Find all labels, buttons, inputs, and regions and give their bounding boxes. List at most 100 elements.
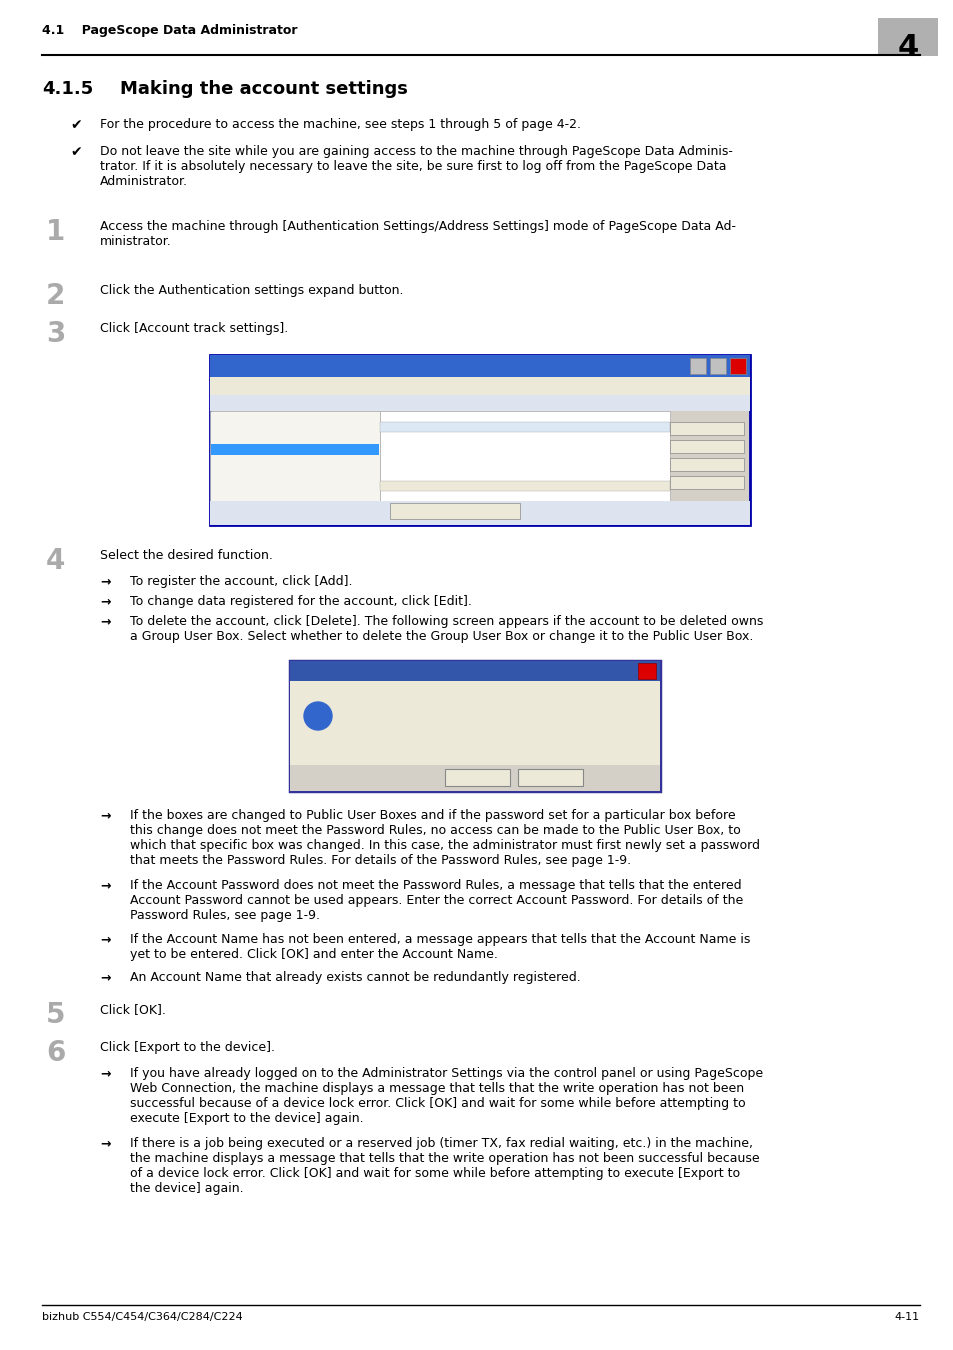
Text: User Operation Prohibition Settings: User Operation Prohibition Settings (222, 475, 333, 481)
Text: Click [Export to the device].: Click [Export to the device]. (100, 1041, 274, 1054)
Text: bizhub C554/C454/C364/C284/C224: bizhub C554/C454/C364/C284/C224 (42, 1312, 242, 1322)
Text: Account list:: Account list: (384, 413, 437, 423)
Bar (210, 355, 749, 377)
Text: ◉Change to Public User Box: ◉Change to Public User Box (341, 733, 460, 743)
Bar (729, 358, 745, 374)
Bar (210, 501, 749, 525)
Text: To change data registered for the account, click [Edit].: To change data registered for the accoun… (130, 595, 472, 608)
Bar (290, 765, 659, 791)
Text: Click the Authentication settings expand button.: Click the Authentication settings expand… (100, 284, 403, 297)
Text: Add...: Add... (698, 427, 716, 432)
Text: ✔: ✔ (70, 144, 82, 159)
Bar (379, 410, 669, 501)
Text: 4: 4 (897, 34, 918, 62)
Text: User authentication settings: User authentication settings (222, 455, 311, 460)
Text: Do you want to delete the selected items?: Do you want to delete the selected items… (341, 697, 549, 707)
Bar (444, 769, 510, 786)
Text: Access the machine through [Authentication Settings/Address Settings] mode of Pa: Access the machine through [Authenticati… (100, 220, 735, 248)
Bar (210, 410, 379, 501)
Text: →: → (100, 933, 111, 946)
Bar (669, 458, 743, 471)
Text: →: → (100, 575, 111, 589)
Text: Registered   3              Permit all: Registered 3 Permit all (382, 452, 471, 458)
Text: If there is a job being executed or a reserved job (timer TX, fax redial waiting: If there is a job being executed or a re… (130, 1137, 759, 1195)
Text: An Account Name that already exists cannot be redundantly registered.: An Account Name that already exists cann… (130, 971, 580, 984)
Bar (210, 396, 749, 410)
Text: Delete: Delete (696, 463, 717, 467)
Text: ○Delete User box: ○Delete User box (341, 747, 416, 756)
Text: External Server: External Server (222, 464, 271, 470)
Text: Device information(MFP): Device information(MFP) (213, 425, 291, 431)
Text: For the procedure to access the machine, see steps 1 through 5 of page 4-2.: For the procedure to access the machine,… (100, 117, 580, 131)
Bar (210, 355, 749, 525)
Bar (638, 663, 656, 679)
Text: To delete the account, click [Delete]. The following screen appears if the accou: To delete the account, click [Delete]. T… (130, 616, 762, 643)
Text: Select the desired function.: Select the desired function. (100, 549, 273, 562)
Circle shape (304, 702, 332, 730)
Text: Help(F1): Help(F1) (215, 505, 246, 512)
Bar (669, 477, 743, 489)
Text: Help(F1): Help(F1) (295, 769, 332, 778)
Text: Function selection:: Function selection: (213, 413, 296, 423)
Text: - B x: - B x (720, 379, 739, 387)
Text: →: → (100, 616, 111, 628)
Bar (877, 18, 937, 55)
Bar (379, 423, 669, 432)
Text: If the boxes are changed to Public User Boxes and if the password set for a part: If the boxes are changed to Public User … (130, 809, 760, 867)
Text: If you have already logged on to the Administrator Settings via the control pane: If you have already logged on to the Adm… (130, 1066, 762, 1125)
Text: Yes: Yes (469, 772, 484, 782)
Text: Column option...: Column option... (680, 481, 732, 486)
Text: No: No (543, 772, 556, 782)
Text: If the Account Name has not been entered, a message appears that tells that the : If the Account Name has not been entered… (130, 933, 750, 961)
Text: Click [Account track settings].: Click [Account track settings]. (100, 323, 288, 335)
Text: ✔: ✔ (70, 117, 82, 132)
Bar (709, 358, 725, 374)
Text: Private box option: Private box option (341, 717, 424, 726)
Text: Account b > Delete > Confirm dele... > Account Administration: Account b > Delete > Confirm dele... > A… (295, 666, 517, 671)
Bar (210, 377, 749, 396)
Text: User box: User box (213, 495, 241, 500)
Text: ✕: ✕ (642, 666, 650, 676)
Bar (379, 481, 669, 491)
Text: Registered   1              Permit all: Registered 1 Permit all (382, 432, 471, 437)
Text: To register the account, click [Add].: To register the account, click [Add]. (130, 575, 352, 589)
Text: →: → (100, 879, 111, 892)
Text: 3: 3 (46, 320, 66, 348)
Bar (689, 358, 705, 374)
Bar (290, 680, 659, 791)
Text: 1: 1 (46, 217, 65, 246)
Text: ?: ? (314, 711, 322, 726)
Text: 3 / 500 item(s): 3 / 500 item(s) (498, 413, 551, 420)
Text: Status      Account name    Permit function   Total (Cou: Status Account name Permit function Tota… (382, 423, 532, 428)
Bar (669, 423, 743, 435)
Text: →: → (100, 971, 111, 984)
Text: 4.1    PageScope Data Administrator: 4.1 PageScope Data Administrator (42, 24, 297, 36)
Bar (669, 440, 743, 454)
Text: 4.1.5: 4.1.5 (42, 80, 93, 99)
Text: Do not leave the site while you are gaining access to the machine through PageSc: Do not leave the site while you are gain… (100, 144, 732, 188)
Bar (211, 444, 378, 455)
Text: Making the account settings: Making the account settings (120, 80, 408, 99)
Text: 6: 6 (46, 1040, 66, 1066)
Text: →: → (100, 1066, 111, 1080)
Bar (517, 769, 582, 786)
Text: 4: 4 (46, 547, 66, 575)
Bar (290, 662, 659, 791)
Text: Authentication settings: Authentication settings (213, 435, 287, 440)
Text: Registered   2              Permit all: Registered 2 Permit all (382, 441, 471, 447)
Text: →: → (100, 1137, 111, 1150)
Text: Address settings: Address settings (213, 485, 266, 490)
Text: Refresh from the device...: Refresh from the device... (414, 512, 496, 516)
Text: 4-11: 4-11 (894, 1312, 919, 1322)
Text: Edit...: Edit... (698, 444, 716, 450)
Text: TOP   Registration at Device   Network Initial Setting: TOP Registration at Device Network Initi… (213, 397, 415, 406)
Bar (290, 662, 659, 680)
Text: Export to the device...: Export to the device... (559, 512, 630, 516)
Text: If the Account Password does not meet the Password Rules, a message that tells t: If the Account Password does not meet th… (130, 879, 742, 922)
Text: →: → (100, 595, 111, 608)
Text: 2: 2 (46, 282, 66, 310)
Text: Click [OK].: Click [OK]. (100, 1003, 166, 1017)
Text: 5: 5 (46, 1000, 66, 1029)
Bar (390, 504, 519, 518)
Text: Account track settings: Account track settings (222, 446, 293, 450)
